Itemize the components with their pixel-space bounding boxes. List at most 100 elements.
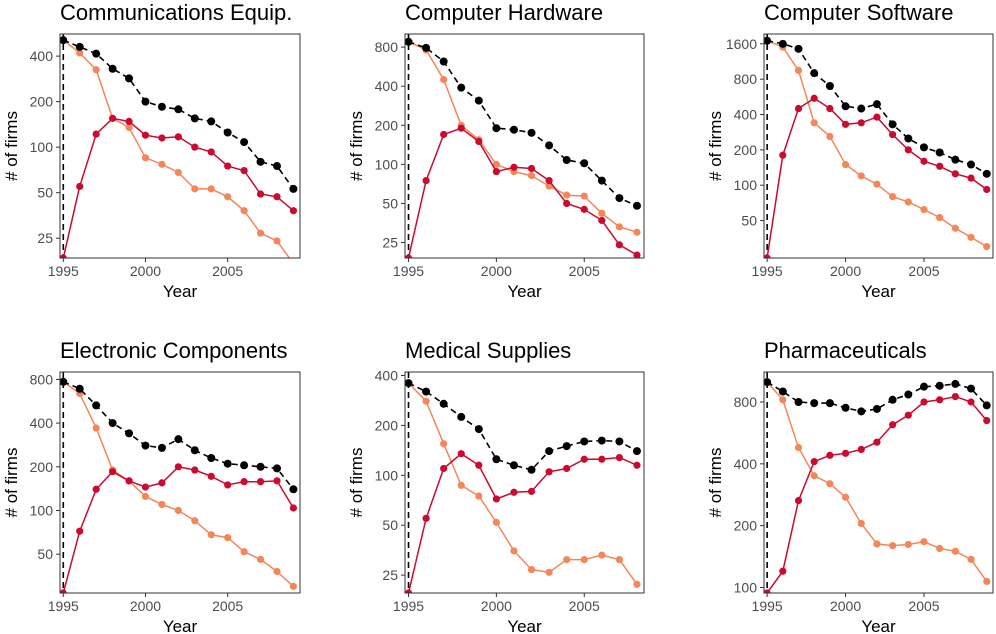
y-tick-label: 50	[382, 517, 398, 533]
x-tick-label: 2000	[130, 263, 161, 279]
point-entrants	[920, 157, 928, 165]
point-total	[207, 453, 216, 462]
point-total	[60, 377, 68, 386]
point-survivors	[936, 213, 944, 222]
point-entrants	[810, 458, 818, 466]
point-survivors	[889, 541, 897, 550]
y-axis-label: # of firms	[706, 448, 725, 518]
point-survivors	[224, 534, 232, 542]
point-total	[240, 138, 249, 147]
point-total	[764, 36, 772, 45]
point-entrants	[492, 495, 500, 503]
point-total	[562, 442, 571, 451]
point-entrants	[273, 477, 281, 485]
point-entrants	[289, 504, 298, 512]
point-entrants	[857, 119, 865, 127]
point-survivors	[779, 396, 787, 404]
point-entrants	[983, 416, 991, 425]
point-survivors	[191, 517, 199, 525]
point-survivors	[920, 538, 928, 546]
point-entrants	[440, 130, 448, 139]
point-total	[951, 155, 960, 164]
point-entrants	[598, 455, 606, 463]
y-tick-label: 400	[734, 107, 758, 123]
point-total	[457, 412, 466, 421]
y-tick-label: 200	[30, 459, 54, 475]
series-line-survivors	[408, 41, 638, 233]
point-total	[75, 384, 84, 393]
point-survivors	[580, 192, 588, 200]
x-axis-label: Year	[507, 617, 542, 634]
point-total	[632, 201, 641, 210]
point-entrants	[563, 199, 571, 208]
y-tick-label: 800	[734, 71, 758, 87]
point-survivors	[92, 424, 100, 432]
y-tick-label: 800	[375, 39, 399, 55]
point-total	[967, 384, 976, 393]
point-entrants	[158, 134, 166, 142]
panel-title: Computer Software	[764, 0, 954, 25]
point-survivors	[273, 567, 281, 576]
point-entrants	[492, 167, 500, 176]
point-survivors	[141, 154, 150, 162]
point-survivors	[289, 582, 298, 590]
y-tick-label: 200	[375, 117, 399, 133]
x-tick-label: 2005	[908, 598, 939, 614]
panel-4: Medical Supplies 25 50 100 200 400 1995 2000 200…	[347, 338, 645, 634]
point-entrants	[810, 94, 818, 102]
point-entrants	[457, 124, 465, 132]
point-total	[75, 42, 84, 51]
point-survivors	[256, 229, 265, 237]
point-total	[857, 407, 866, 416]
x-tick-label: 2005	[569, 598, 600, 614]
point-total	[919, 143, 928, 152]
point-survivors	[857, 172, 865, 180]
point-total	[457, 83, 466, 92]
point-entrants	[764, 254, 771, 258]
point-entrants	[76, 527, 84, 535]
x-tick-label: 1995	[393, 598, 424, 614]
y-axis-label: # of firms	[2, 448, 21, 518]
point-entrants	[633, 461, 641, 469]
point-total	[825, 399, 834, 408]
point-total	[982, 401, 991, 410]
point-total	[825, 81, 834, 90]
point-entrants	[826, 104, 834, 113]
point-total	[474, 96, 483, 105]
point-survivors	[580, 556, 588, 564]
point-total	[422, 387, 431, 396]
point-total	[841, 102, 850, 111]
point-total	[615, 194, 624, 203]
point-survivors	[826, 132, 834, 141]
point-entrants	[174, 133, 182, 141]
panel-title: Medical Supplies	[405, 338, 571, 363]
x-tick-label: 2000	[830, 598, 861, 614]
point-entrants	[60, 254, 67, 258]
point-total	[794, 398, 803, 407]
panel-title: Communications Equip.	[60, 0, 292, 25]
point-survivors	[967, 233, 975, 241]
y-tick-label: 50	[382, 195, 398, 211]
point-survivors	[290, 260, 297, 267]
point-survivors	[492, 518, 500, 526]
point-entrants	[920, 398, 928, 406]
point-total	[207, 117, 216, 126]
point-survivors	[615, 556, 623, 564]
x-axis-label: Year	[507, 282, 542, 301]
point-entrants	[475, 461, 483, 469]
point-total	[492, 455, 501, 464]
point-survivors	[633, 580, 641, 588]
point-entrants	[125, 477, 133, 485]
y-axis-label: # of firms	[706, 111, 725, 181]
point-total	[256, 157, 265, 166]
point-entrants	[951, 170, 959, 178]
y-tick-label: 100	[30, 502, 54, 518]
point-total	[509, 125, 518, 134]
point-entrants	[841, 120, 850, 128]
point-survivors	[158, 160, 166, 168]
point-total	[157, 102, 166, 111]
point-survivors	[207, 531, 215, 539]
panel-3: Electronic Components 50 100 200 400 800 1995 2…	[2, 338, 301, 634]
plot-area	[60, 34, 298, 267]
point-total	[951, 379, 960, 388]
